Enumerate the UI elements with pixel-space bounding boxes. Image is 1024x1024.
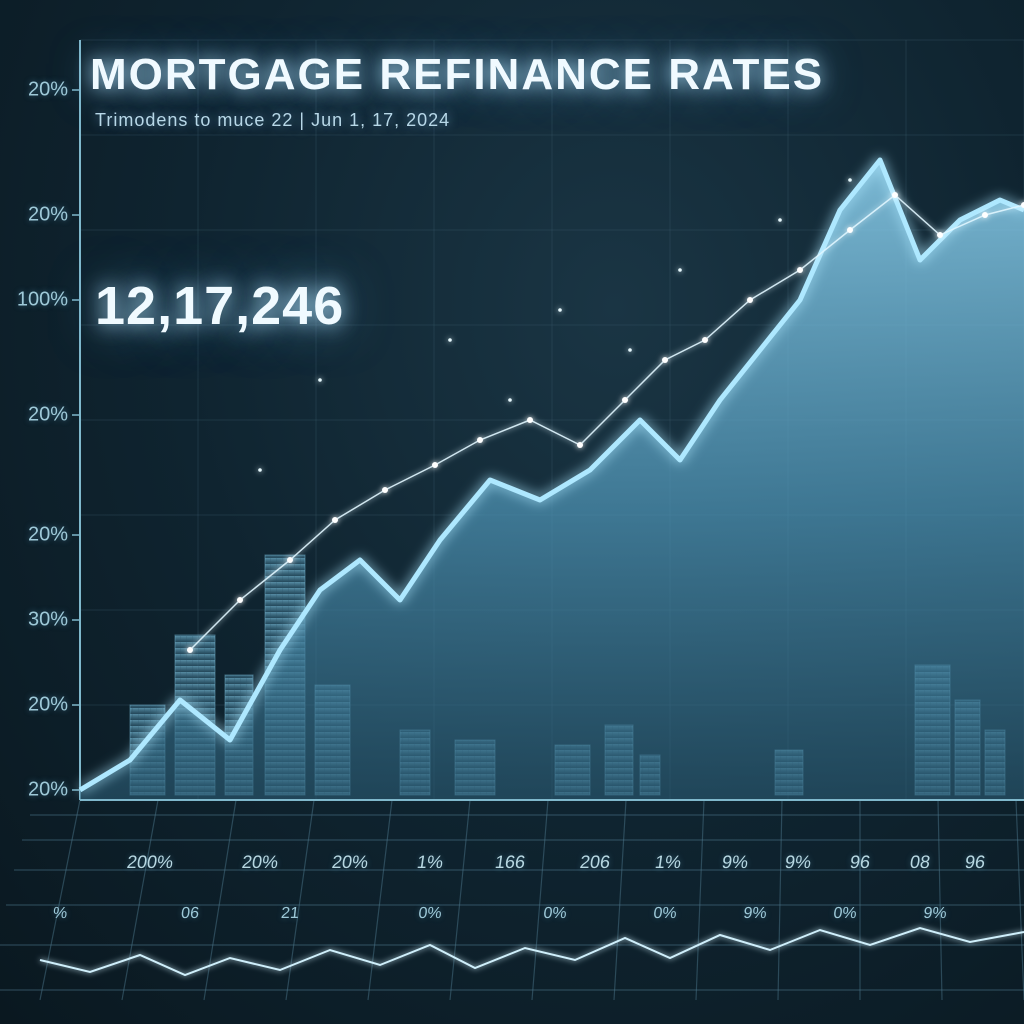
y-tick-label: 20% <box>8 779 68 802</box>
scatter-point <box>382 487 388 493</box>
y-tick-label: 20% <box>8 694 68 717</box>
y-tick-label: 20% <box>8 524 68 547</box>
x-tick-label: 9% <box>721 852 750 873</box>
scatter-point <box>577 442 583 448</box>
y-tick-label: 100% <box>8 289 68 312</box>
chart-container: MORTGAGE REFINANCE RATES Trimodens to mu… <box>0 0 1024 1024</box>
scatter-point <box>187 647 193 653</box>
y-tick-label: 30% <box>8 609 68 632</box>
x-tick-label: 166 <box>494 852 527 873</box>
x-tick-label-2: 21 <box>280 905 300 923</box>
x-tick-label: 200% <box>126 852 175 873</box>
scatter-point <box>847 227 853 233</box>
scatter-point <box>287 557 293 563</box>
x-tick-label: 20% <box>241 852 280 873</box>
lower-line <box>40 928 1024 975</box>
scatter-point <box>892 192 898 198</box>
x-tick-label: 08 <box>909 852 932 873</box>
scatter-point <box>937 232 943 238</box>
scatter-point <box>662 357 668 363</box>
x-tick-label-2: 0% <box>417 905 442 923</box>
scatter-point <box>797 267 803 273</box>
x-tick-label: 206 <box>579 852 612 873</box>
sparkle <box>258 468 262 472</box>
y-tick-label: 20% <box>8 404 68 427</box>
scatter-point <box>237 597 243 603</box>
scatter-point <box>527 417 533 423</box>
x-tick-label: 20% <box>331 852 370 873</box>
x-tick-label-2: 06 <box>180 905 200 923</box>
sparkle <box>678 268 682 272</box>
scatter-point <box>702 337 708 343</box>
x-tick-label: 9% <box>784 852 813 873</box>
big-number: 12,17,246 <box>95 275 344 337</box>
y-tick-label: 20% <box>8 204 68 227</box>
chart-title: MORTGAGE REFINANCE RATES <box>90 50 824 100</box>
sparkle <box>778 218 782 222</box>
x-tick-label-2: 0% <box>832 905 857 923</box>
chart-subtitle: Trimodens to muce 22 | Jun 1, 17, 2024 <box>95 110 450 131</box>
x-tick-label-2: 0% <box>652 905 677 923</box>
sparkle <box>508 398 512 402</box>
scatter-point <box>477 437 483 443</box>
x-tick-label: 1% <box>416 852 445 873</box>
x-tick-label-2: % <box>52 905 68 923</box>
x-tick-label: 96 <box>849 852 872 873</box>
floor-grid <box>0 800 1024 1000</box>
x-tick-label-2: 9% <box>922 905 947 923</box>
sparkle <box>558 308 562 312</box>
x-tick-label: 1% <box>654 852 683 873</box>
y-tick-label: 20% <box>8 79 68 102</box>
scatter-point <box>747 297 753 303</box>
x-tick-label-2: 9% <box>742 905 767 923</box>
scatter-point <box>432 462 438 468</box>
sparkle <box>628 348 632 352</box>
scatter-point <box>982 212 988 218</box>
sparkle <box>848 178 852 182</box>
scatter-point <box>622 397 628 403</box>
x-tick-label-2: 0% <box>542 905 567 923</box>
sparkle <box>318 378 322 382</box>
sparkle <box>448 338 452 342</box>
scatter-point <box>332 517 338 523</box>
x-tick-label: 96 <box>964 852 987 873</box>
